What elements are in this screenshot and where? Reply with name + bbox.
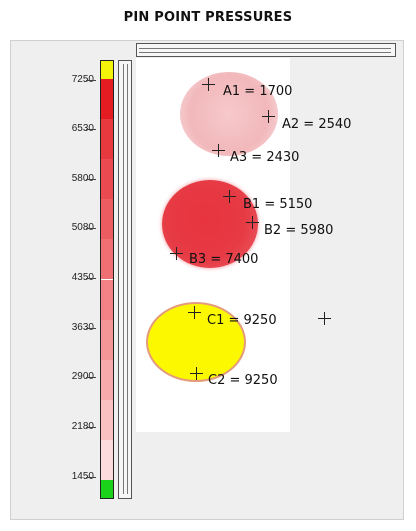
point-label-b1: B1 = 5150 <box>243 197 313 212</box>
vertical-ruler <box>118 60 132 499</box>
scale-label-4350: 4350 <box>71 272 94 283</box>
scale-label-2180: 2180 <box>71 421 94 432</box>
color-scale-segment <box>101 239 113 280</box>
scale-labels: 7250 6530 5800 5080 4350 3630 2900 2180 … <box>10 40 102 518</box>
crosshair-marker-b1[interactable] <box>223 190 236 203</box>
horizontal-ruler[interactable] <box>136 43 396 57</box>
crosshair-marker-c2[interactable] <box>190 367 203 380</box>
scale-tick <box>86 129 96 130</box>
scale-tick <box>86 278 96 279</box>
scale-label-2900: 2900 <box>71 371 94 382</box>
scale-label-5080: 5080 <box>71 222 94 233</box>
scale-label-1450: 1450 <box>71 471 94 482</box>
color-scale-segment <box>101 319 113 360</box>
crosshair-marker-a3[interactable] <box>212 144 225 157</box>
color-scale-segment <box>101 199 113 240</box>
color-scale-segment <box>101 279 113 320</box>
page-title: PIN POINT PRESSURES <box>123 10 293 25</box>
crosshair-marker-b2[interactable] <box>246 216 259 229</box>
scale-tick <box>86 228 96 229</box>
pressure-spot-a <box>180 72 278 156</box>
point-label-a2: A2 = 2540 <box>282 117 352 132</box>
scale-tick <box>86 179 96 180</box>
color-scale-segment <box>101 79 113 120</box>
scale-tick <box>86 477 96 478</box>
point-label-c1: C1 = 9250 <box>207 313 277 328</box>
color-scale-segment <box>101 159 113 200</box>
scale-label-6530: 6530 <box>71 123 94 134</box>
pressure-color-scale <box>100 60 114 499</box>
color-scale-segment <box>101 359 113 400</box>
point-label-c2: C2 = 9250 <box>208 373 278 388</box>
color-scale-segment <box>101 439 113 480</box>
scale-tick <box>86 80 96 81</box>
scale-tick <box>86 427 96 428</box>
color-scale-segment <box>101 399 113 440</box>
point-label-b3: B3 = 7400 <box>189 252 259 267</box>
color-scale-segment <box>101 119 113 160</box>
crosshair-marker-a1[interactable] <box>202 78 215 91</box>
scale-label-3630: 3630 <box>71 322 94 333</box>
point-label-a3: A3 = 2430 <box>230 150 300 165</box>
crosshair-marker-extra[interactable] <box>318 312 331 325</box>
color-scale-segment <box>101 61 113 79</box>
image-background <box>290 58 394 498</box>
scale-tick <box>86 328 96 329</box>
scale-label-7250: 7250 <box>71 74 94 85</box>
color-scale-segment <box>101 480 113 498</box>
crosshair-marker-a2[interactable] <box>262 110 275 123</box>
scale-tick <box>86 377 96 378</box>
point-label-b2: B2 = 5980 <box>264 223 334 238</box>
crosshair-marker-b3[interactable] <box>170 247 183 260</box>
crosshair-marker-c1[interactable] <box>188 306 201 319</box>
scale-label-5800: 5800 <box>71 173 94 184</box>
point-label-a1: A1 = 1700 <box>223 84 293 99</box>
